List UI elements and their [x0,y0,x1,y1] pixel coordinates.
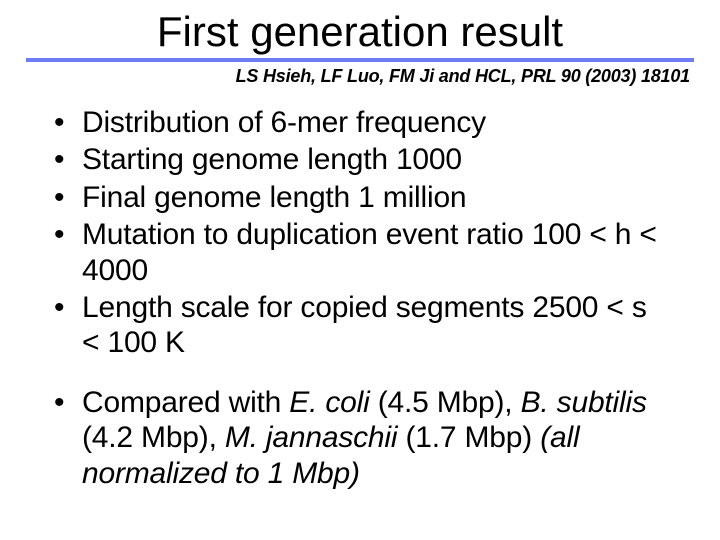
bullet-list-1: Distribution of 6-mer frequency Starting… [54,105,666,361]
species-name: E. coli [289,386,369,419]
text-span: (4.5 Mbp), [370,386,521,419]
list-item: Length scale for copied segments 2500 < … [54,290,666,361]
content-area: Distribution of 6-mer frequency Starting… [0,87,720,491]
list-item: Mutation to duplication event ratio 100 … [54,217,666,288]
citation-text: LS Hsieh, LF Luo, FM Ji and HCL, PRL 90 … [0,62,720,87]
species-name: M. jannaschii [225,421,397,454]
list-item: Distribution of 6-mer frequency [54,105,666,140]
slide-title: First generation result [0,8,720,56]
slide: First generation result LS Hsieh, LF Luo… [0,0,720,540]
list-item: Starting genome length 1000 [54,142,666,177]
list-item: Compared with E. coli (4.5 Mbp), B. subt… [54,385,666,491]
list-item: Final genome length 1 million [54,180,666,215]
species-name: B. subtilis [521,386,647,419]
text-span: (4.2 Mbp), [82,421,225,454]
bullet-list-2: Compared with E. coli (4.5 Mbp), B. subt… [54,385,666,491]
text-span: Compared with [82,386,289,419]
text-span: (1.7 Mbp) [397,421,540,454]
spacer [54,363,666,385]
title-block: First generation result LS Hsieh, LF Luo… [0,0,720,87]
